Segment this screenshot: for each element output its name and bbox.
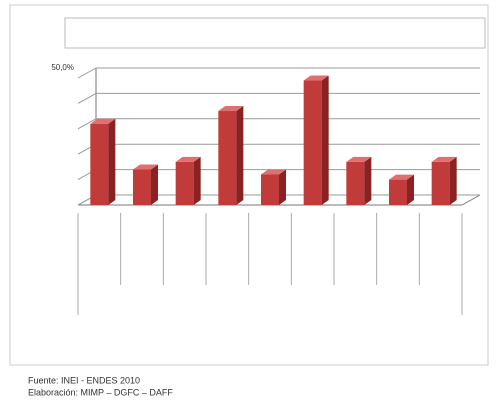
bar-top [389,174,414,180]
bar-side [364,156,372,205]
bar-side [321,75,329,205]
bar-side [279,169,286,205]
grid-line [77,92,97,104]
bar-side [407,174,414,205]
bar-side [236,106,244,205]
bar [90,123,109,205]
bar-top [90,118,116,124]
bar-top [218,106,244,112]
bar-side [108,118,116,205]
y-tick-label: 50,0% [51,63,74,72]
bar [218,111,237,205]
bar [303,80,322,205]
bar-top [431,156,457,162]
bar-top [303,75,329,81]
bar-side [151,164,158,205]
source: Fuente: INEI - ENDES 2010 [28,375,140,385]
axis [461,194,481,206]
credits: Elaboración: MIMP – DGFC – DAFF [28,387,173,397]
bar-top [346,156,372,162]
bar-top [133,164,158,170]
chart-frame [9,4,489,366]
bar [346,161,365,205]
bar-side [449,156,457,205]
bar-side [193,156,201,205]
bar [431,161,450,205]
bar-top [261,169,286,175]
bar-top [175,156,201,162]
bar [133,169,151,205]
bar [175,161,194,205]
bar [389,179,407,205]
bar [261,174,279,205]
grid-line [77,118,97,130]
title-box [64,17,486,49]
grid-line [77,67,97,79]
